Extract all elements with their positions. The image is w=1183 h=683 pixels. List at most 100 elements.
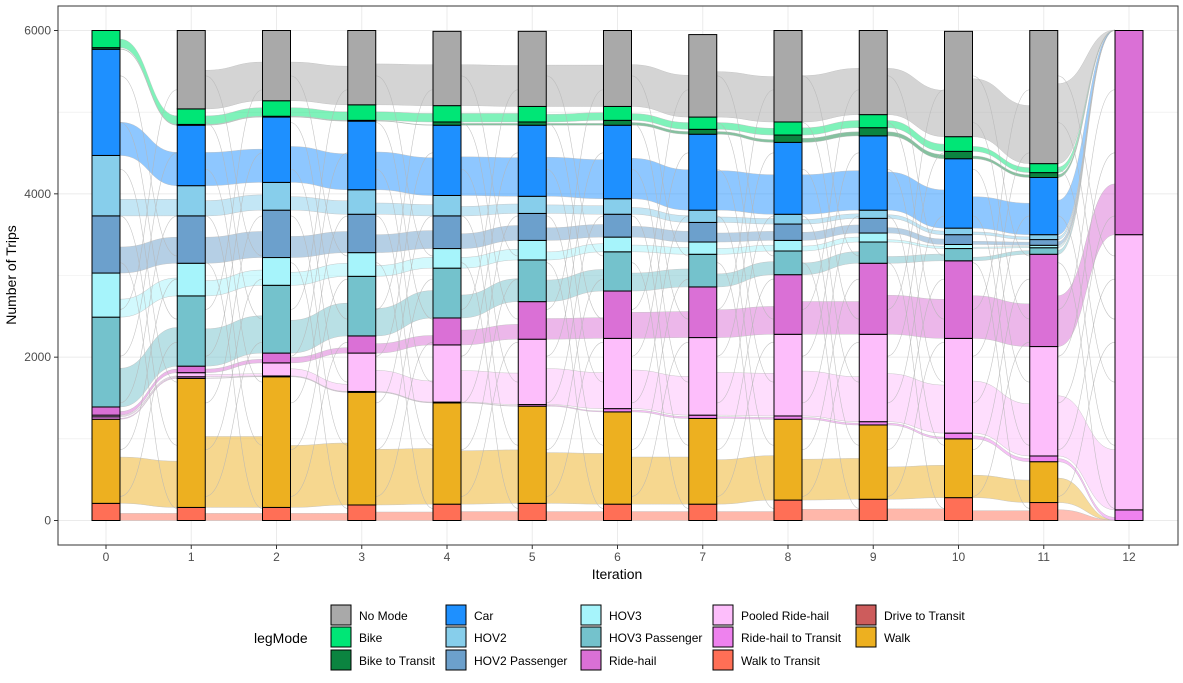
x-tick-label: 9 (870, 550, 877, 564)
bar-segment-no-mode (858, 30, 888, 116)
legend-key-bike (330, 626, 352, 648)
legend-key-car (445, 604, 467, 626)
flow-line (887, 168, 945, 383)
flow-line (631, 89, 689, 310)
flow-walk-to-transit (887, 508, 945, 521)
flow-line (801, 215, 860, 446)
flow-ride-hail (631, 311, 689, 339)
flow-bike (375, 111, 434, 123)
bar-segment-hov2 (773, 213, 803, 225)
bar-segment-ride-hail-to-transit (1114, 509, 1144, 521)
flow-line (972, 75, 1030, 257)
legend-label: Drive to Transit (884, 609, 965, 623)
legend-label: Walk to Transit (741, 654, 821, 668)
flow-line (801, 122, 860, 320)
flow-line (290, 341, 348, 497)
bar-segment-hov2 (347, 189, 377, 215)
flow-hov2 (375, 202, 434, 217)
y-axis: 0 2000 4000 6000 (24, 24, 58, 528)
flow-no-mode (460, 64, 519, 107)
bar-segment-pooled-ride-hail (176, 372, 206, 378)
x-tick-label: 6 (614, 550, 621, 564)
bar-segment-hov2 (262, 181, 291, 211)
legend-label: HOV2 (474, 631, 507, 645)
bar-segment-walk (944, 438, 973, 499)
bar-segment-hov3-passenger (91, 316, 121, 408)
flow-bike (460, 113, 519, 123)
flow-line (972, 278, 1030, 450)
bar-segment-car (517, 124, 547, 197)
legend-key-no-mode (330, 604, 352, 626)
bar-segment-pooled-ride-hail (688, 337, 718, 416)
x-tick-label: 3 (358, 550, 365, 564)
flow-line (801, 168, 860, 383)
flow-line (716, 152, 775, 357)
bar-segment-ride-hail (944, 260, 973, 339)
flow-line (887, 262, 945, 509)
bar-segment-bike-to-transit (858, 127, 888, 137)
flow-line (375, 215, 434, 404)
bar-segment-hov3 (176, 262, 206, 297)
flow-line (119, 341, 178, 497)
legend-item-hov3-passenger: HOV3 Passenger (580, 626, 702, 648)
legend-key-hov2-passenger (445, 649, 467, 671)
legend-label: No Mode (359, 609, 408, 623)
bar-segment-hov3 (262, 257, 291, 286)
flow-bike-to-transit (546, 123, 604, 126)
bar-segment-bike-to-transit (688, 128, 718, 135)
legend-key-ride-hail (580, 649, 602, 671)
flow-walk (460, 449, 519, 505)
flow-line (460, 262, 519, 509)
flow-line (887, 341, 945, 497)
legend-label: HOV2 Passenger (474, 654, 567, 668)
y-tick-label: 0 (44, 514, 51, 528)
flow-pooled-ride-hail (716, 372, 775, 417)
bar-segment-walk-to-transit (944, 497, 973, 521)
bar-segment-pooled-ride-hail (773, 333, 803, 417)
flow-line (205, 168, 263, 383)
flow-line (972, 168, 1030, 383)
bar-segment-hov3 (773, 239, 803, 252)
bar-segment-walk-to-transit (176, 506, 206, 521)
flow-line (716, 215, 775, 446)
bar-segment-ride-hail (1029, 253, 1059, 348)
flow-hov2-passenger (716, 231, 775, 243)
legend: legMode No Mode Bike Bike to Transit Car HOV… (254, 604, 965, 671)
flow-line (801, 278, 860, 450)
flow-line (375, 341, 434, 497)
bar-segment-ride-hail (91, 406, 121, 416)
bar-segment-walk-to-transit (603, 503, 632, 521)
bar-segment-ride-hail (176, 365, 206, 374)
flow-line (205, 75, 263, 257)
bar-segment-hov2 (858, 209, 888, 219)
flow-line (546, 341, 604, 497)
flow-line (546, 89, 604, 310)
legend-key-ride-hail-to-transit (712, 626, 734, 648)
flow-line (546, 278, 604, 450)
flow-line (460, 89, 519, 310)
flow-line (887, 215, 945, 446)
flow-line (205, 215, 263, 446)
bar-segment-car (347, 120, 377, 191)
y-tick-label: 6000 (24, 24, 51, 38)
flow-line (1057, 75, 1116, 257)
y-axis-title: Number of Trips (3, 225, 19, 325)
flow-line (972, 122, 1030, 320)
flow-line (290, 152, 348, 357)
bar-segment-walk-to-transit (1029, 502, 1059, 521)
flow-line (972, 341, 1030, 497)
bar-segment-hov3-passenger (347, 275, 377, 337)
flow-line (119, 89, 178, 310)
bar-segment-walk (347, 391, 377, 506)
bar-segment-hov2-passenger (347, 213, 377, 254)
bar-segment-pooled-ride-hail (347, 352, 377, 392)
bar-segment-hov3 (91, 272, 121, 318)
bar-segment-car (688, 133, 718, 211)
flow-line (205, 89, 263, 310)
flow-line (887, 152, 945, 357)
bar-segment-hov3-passenger (688, 253, 718, 288)
x-tick-label: 7 (699, 550, 706, 564)
bar-segment-hov3-passenger (944, 248, 973, 262)
flow-line (887, 122, 945, 320)
flow-line (460, 341, 519, 497)
